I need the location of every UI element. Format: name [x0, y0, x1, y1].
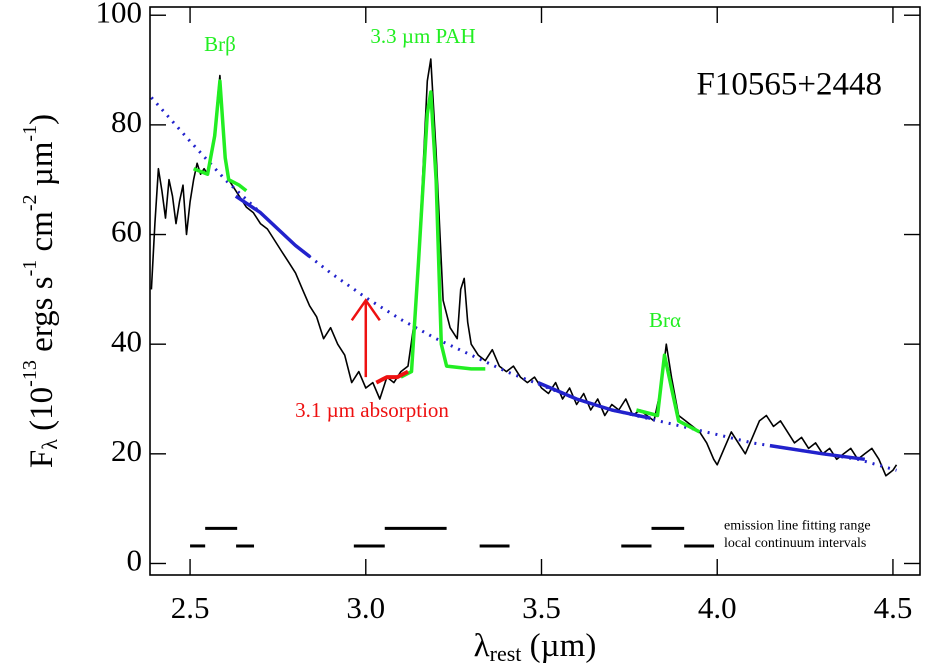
annotation: Brα	[649, 308, 681, 332]
y-axis-label-part: -1	[19, 260, 41, 277]
x-tick-label: 2.5	[171, 590, 210, 625]
series-line	[375, 369, 409, 385]
annotation: Brβ	[204, 32, 236, 56]
y-tick-label: 40	[111, 323, 142, 358]
y-axis-label-part: cm	[24, 211, 60, 260]
x-tick-label: 3.0	[346, 590, 385, 625]
legend-label: local continuum intervals	[724, 536, 866, 551]
y-axis-label-part: -13	[19, 360, 41, 387]
y-axis-label-part: (10	[24, 387, 60, 439]
y-tick-label: 80	[111, 104, 142, 139]
plot-frame	[149, 6, 921, 576]
series-line	[234, 194, 866, 462]
legend-label: emission line fitting range	[724, 519, 871, 534]
x-tick-label: 4.0	[698, 590, 737, 625]
series-line	[150, 58, 898, 477]
y-tick-label: 0	[127, 543, 143, 578]
y-axis-label-part: λ	[37, 439, 62, 450]
x-tick-label: 3.5	[522, 590, 561, 625]
arrow-head	[350, 298, 381, 322]
annotation: 3.1 µm absorption	[295, 398, 449, 422]
object-name: F10565+2448	[697, 67, 882, 103]
x-axis-label: λrest (µm)	[474, 628, 597, 666]
y-axis-label-part: -1	[19, 125, 41, 142]
x-axis-label-part: λ	[474, 628, 490, 664]
y-tick-label: 100	[96, 0, 143, 29]
x-axis-label-part: rest	[490, 641, 522, 666]
y-axis-label-part: F	[24, 450, 60, 468]
y-tick-label: 20	[111, 433, 142, 468]
y-axis-label-part: )	[24, 114, 60, 125]
y-axis-label-part: µm	[24, 141, 60, 194]
x-tick-label: 4.5	[874, 590, 913, 625]
y-axis-label-part: -2	[19, 195, 41, 212]
y-tick-label: 60	[111, 214, 142, 249]
series-line	[192, 79, 701, 434]
x-axis-label-part: (µm)	[521, 628, 596, 664]
series-line	[150, 96, 897, 472]
y-axis-label-part: ergs s	[24, 276, 60, 360]
annotation: 3.3 µm PAH	[370, 24, 475, 48]
y-axis-label: Fλ (10-13 ergs s-1 cm-2 µm-1)	[19, 114, 62, 468]
